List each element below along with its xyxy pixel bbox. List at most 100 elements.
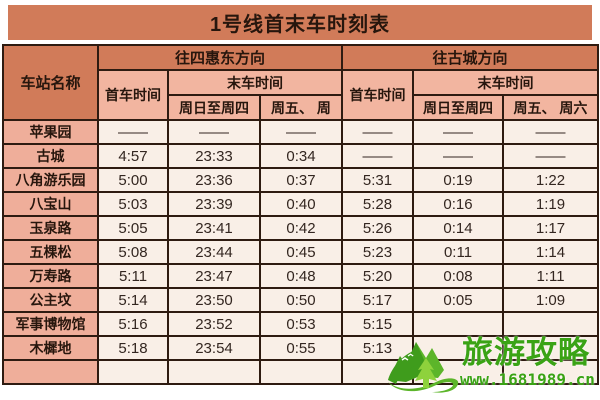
time-cell: 0:45 — [259, 239, 343, 265]
table-row: 玉泉路 5:05 23:41 0:42 5:26 0:14 1:17 — [2, 215, 599, 241]
table-row: 木樨地 5:18 23:54 0:55 5:13 — [2, 335, 599, 361]
table-row: 八宝山 5:03 23:39 0:40 5:28 0:16 1:19 — [2, 191, 599, 217]
time-cell: 5:14 — [97, 287, 169, 313]
time-cell: 5:23 — [341, 239, 414, 265]
time-cell: —— — [341, 119, 414, 145]
time-cell: —— — [341, 143, 414, 169]
sun-thu-header-east: 周日至周四 — [167, 94, 261, 121]
fri-sat-header-east: 周五、 周 — [259, 94, 343, 121]
table-row: 军事博物馆 5:16 23:52 0:53 5:15 — [2, 311, 599, 337]
direction-west-header: 往古城方向 — [341, 44, 599, 71]
station-cell: 玉泉路 — [2, 215, 99, 241]
header-row-directions: 车站名称 往四惠东方向 往古城方向 — [2, 44, 599, 121]
time-cell: 5:26 — [341, 215, 414, 241]
time-cell — [259, 359, 343, 385]
station-cell — [2, 359, 99, 385]
time-cell: 0:08 — [412, 263, 504, 289]
time-cell: 1:22 — [502, 167, 599, 193]
time-cell: 5:20 — [341, 263, 414, 289]
time-cell: 0:53 — [259, 311, 343, 337]
time-cell: 23:36 — [167, 167, 261, 193]
last-train-header-west: 末车时间 — [412, 69, 599, 96]
table-row: 古城 4:57 23:33 0:34 —— —— —— — [2, 143, 599, 169]
station-cell: 古城 — [2, 143, 99, 169]
time-cell: 23:52 — [167, 311, 261, 337]
first-train-header-west: 首车时间 — [341, 69, 414, 121]
time-cell — [502, 311, 599, 337]
time-cell: 0:37 — [259, 167, 343, 193]
time-cell: 23:50 — [167, 287, 261, 313]
fri-sat-header-west: 周五、 周六 — [502, 94, 599, 121]
time-cell: —— — [502, 143, 599, 169]
time-cell: 5:28 — [341, 191, 414, 217]
time-cell: 23:41 — [167, 215, 261, 241]
table-row — [2, 359, 599, 385]
table-row: 万寿路 5:11 23:47 0:48 5:20 0:08 1:11 — [2, 263, 599, 289]
timetable: 车站名称 往四惠东方向 往古城方向 首车时间 末车时间 首车时间 末车时间 周日… — [2, 44, 599, 385]
first-train-header-east: 首车时间 — [97, 69, 169, 121]
table-row: 公主坟 5:14 23:50 0:50 5:17 0:05 1:09 — [2, 287, 599, 313]
time-cell: 5:11 — [97, 263, 169, 289]
time-cell: 5:08 — [97, 239, 169, 265]
time-cell: 23:47 — [167, 263, 261, 289]
time-cell: 1:19 — [502, 191, 599, 217]
timetable-body: 苹果园 —— —— —— —— —— —— 古城 4:57 23:33 0:34 —— —— —— 八角游乐… — [2, 119, 599, 385]
time-cell — [502, 335, 599, 361]
time-cell: 23:54 — [167, 335, 261, 361]
time-cell: 0:50 — [259, 287, 343, 313]
header-row-days: 周日至周四 周五、 周 周日至周四 周五、 周六 — [3, 94, 599, 121]
station-cell: 八宝山 — [2, 191, 99, 217]
time-cell: —— — [412, 119, 504, 145]
time-cell: 0:55 — [259, 335, 343, 361]
time-cell: 0:40 — [259, 191, 343, 217]
time-cell: 5:05 — [97, 215, 169, 241]
table-row: 苹果园 —— —— —— —— —— —— — [2, 119, 599, 145]
time-cell — [341, 359, 414, 385]
time-cell: 5:16 — [97, 311, 169, 337]
time-cell: 0:48 — [259, 263, 343, 289]
time-cell: 0:34 — [259, 143, 343, 169]
time-cell: 23:39 — [167, 191, 261, 217]
time-cell: 5:17 — [341, 287, 414, 313]
time-cell: —— — [97, 119, 169, 145]
station-cell: 五棵松 — [2, 239, 99, 265]
table-row: 八角游乐园 5:00 23:36 0:37 5:31 0:19 1:22 — [2, 167, 599, 193]
sun-thu-header-west: 周日至周四 — [412, 94, 504, 121]
time-cell: 5:03 — [97, 191, 169, 217]
time-cell: 4:57 — [97, 143, 169, 169]
time-cell: 5:13 — [341, 335, 414, 361]
last-train-header-east: 末车时间 — [167, 69, 343, 96]
table-row: 五棵松 5:08 23:44 0:45 5:23 0:11 1:14 — [2, 239, 599, 265]
time-cell: 5:00 — [97, 167, 169, 193]
station-cell: 军事博物馆 — [2, 311, 99, 337]
time-cell: 1:11 — [502, 263, 599, 289]
time-cell: —— — [167, 119, 261, 145]
station-cell: 木樨地 — [2, 335, 99, 361]
time-cell: 1:17 — [502, 215, 599, 241]
time-cell: 1:14 — [502, 239, 599, 265]
time-cell — [412, 311, 504, 337]
time-cell — [502, 359, 599, 385]
time-cell — [412, 335, 504, 361]
station-cell: 公主坟 — [2, 287, 99, 313]
time-cell — [167, 359, 261, 385]
time-cell: 0:14 — [412, 215, 504, 241]
page-title: 1号线首末车时刻表 — [8, 5, 592, 40]
time-cell: 23:33 — [167, 143, 261, 169]
time-cell: 0:11 — [412, 239, 504, 265]
station-cell: 八角游乐园 — [2, 167, 99, 193]
time-cell: 0:05 — [412, 287, 504, 313]
time-cell: 23:44 — [167, 239, 261, 265]
time-cell — [97, 359, 169, 385]
time-cell: 0:16 — [412, 191, 504, 217]
station-cell: 万寿路 — [2, 263, 99, 289]
time-cell: 5:15 — [341, 311, 414, 337]
time-cell: —— — [259, 119, 343, 145]
time-cell: 5:31 — [341, 167, 414, 193]
time-cell: 5:18 — [97, 335, 169, 361]
station-col-header: 车站名称 — [2, 44, 99, 121]
time-cell: —— — [502, 119, 599, 145]
time-cell — [412, 359, 504, 385]
time-cell: 0:42 — [259, 215, 343, 241]
